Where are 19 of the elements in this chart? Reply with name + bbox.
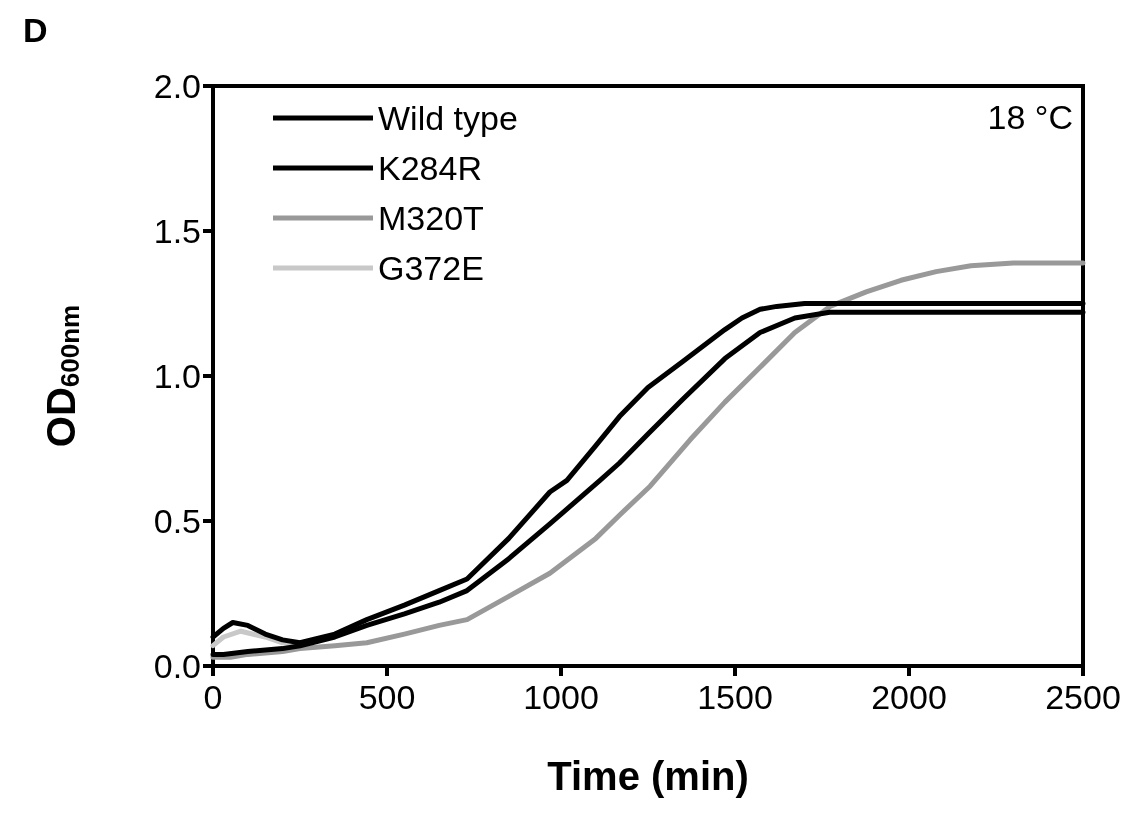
legend-label: Wild type: [378, 99, 518, 137]
legend-label: M320T: [378, 199, 484, 237]
y-tick-label: 1.5: [153, 212, 201, 250]
y-tick-label: 0.0: [153, 647, 201, 685]
legend-label: K284R: [378, 149, 482, 187]
x-tick-label: 1500: [697, 678, 773, 716]
x-tick-label: 500: [358, 678, 416, 716]
x-axis-title: Time (min): [547, 754, 749, 798]
y-tick-label: 1.0: [153, 357, 201, 395]
x-tick-label: 2500: [1045, 678, 1121, 716]
y-axis-title: OD600nm: [39, 304, 85, 448]
chart-title: D: [23, 11, 48, 49]
x-tick-label: 1000: [523, 678, 599, 716]
x-tick-label: 0: [203, 678, 223, 716]
x-tick-label: 2000: [871, 678, 947, 716]
y-tick-label: 2.0: [153, 67, 201, 105]
y-tick-label: 0.5: [153, 502, 201, 540]
legend-label: G372E: [378, 249, 484, 287]
annotation: 18 °C: [987, 98, 1074, 136]
